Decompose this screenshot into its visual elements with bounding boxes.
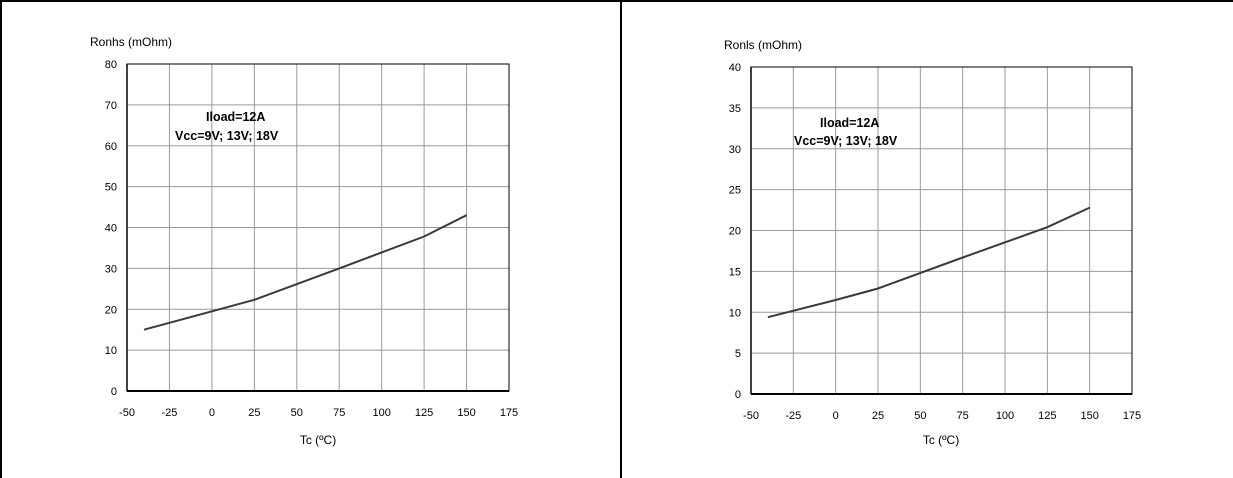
annotation-text: Vcc=9V; 13V; 18V [175, 129, 279, 143]
x-tick-label: -50 [743, 410, 759, 422]
left-border [0, 0, 2, 478]
x-tick-label: 150 [1080, 410, 1098, 422]
y-tick-label: 35 [729, 103, 741, 115]
chart-ronhs: 0 10 20 30 40 50 60 70 80 -50 -25 0 25 50 75 100 125 150 1… [90, 35, 518, 447]
x-tick-label: 75 [957, 410, 969, 422]
y-tick-label: 60 [105, 141, 117, 153]
x-tick-label: -25 [161, 407, 177, 419]
y-tick-label: 70 [105, 100, 117, 112]
y-tick-label: 50 [105, 182, 117, 194]
series-line [767, 206, 1091, 319]
top-border [0, 0, 1233, 2]
y-tick-label: 20 [729, 226, 741, 238]
y-tick-label: 40 [729, 62, 741, 74]
x-axis-label: Tc (ºC) [300, 433, 336, 447]
y-tick-label: 5 [735, 348, 741, 360]
x-tick-label: -25 [785, 410, 801, 422]
y-tick-label: 80 [105, 59, 117, 71]
x-tick-label: -50 [119, 407, 135, 419]
x-tick-label: 125 [1038, 410, 1056, 422]
x-axis-label: Tc (ºC) [923, 433, 959, 447]
x-tick-label: 150 [457, 407, 475, 419]
divider [620, 0, 622, 478]
y-tick-label: 10 [729, 307, 741, 319]
y-tick-label: 25 [729, 185, 741, 197]
chart-ronls: 0 5 10 15 20 25 30 35 40 -50 -25 0 25 50 75 100 125 150 17… [724, 38, 1141, 447]
y-tick-label: 10 [105, 345, 117, 357]
y-tick-label: 30 [729, 144, 741, 156]
x-tick-label: 100 [996, 410, 1014, 422]
x-tick-label: 0 [833, 410, 839, 422]
y-tick-label: 20 [105, 304, 117, 316]
y-tick-label: 30 [105, 263, 117, 275]
y-axis-label: Ronls (mOhm) [724, 38, 802, 52]
y-tick-label: 40 [105, 223, 117, 235]
x-tick-label: 50 [914, 410, 926, 422]
y-tick-label: 15 [729, 266, 741, 278]
x-tick-label: 0 [209, 407, 215, 419]
series-line [143, 214, 468, 331]
x-tick-label: 100 [372, 407, 390, 419]
x-tick-label: 175 [1123, 410, 1141, 422]
annotation-text: Vcc=9V; 13V; 18V [794, 134, 898, 148]
x-tick-label: 125 [415, 407, 433, 419]
x-tick-label: 75 [333, 407, 345, 419]
annotation-text: Iload=12A [206, 110, 265, 124]
x-tick-label: 50 [291, 407, 303, 419]
y-tick-label: 0 [111, 386, 117, 398]
annotation-text: Iload=12A [820, 116, 879, 130]
x-tick-label: 25 [248, 407, 260, 419]
x-tick-label: 25 [872, 410, 884, 422]
y-tick-label: 0 [735, 389, 741, 401]
x-tick-label: 175 [500, 407, 518, 419]
y-axis-label: Ronhs (mOhm) [90, 35, 172, 49]
